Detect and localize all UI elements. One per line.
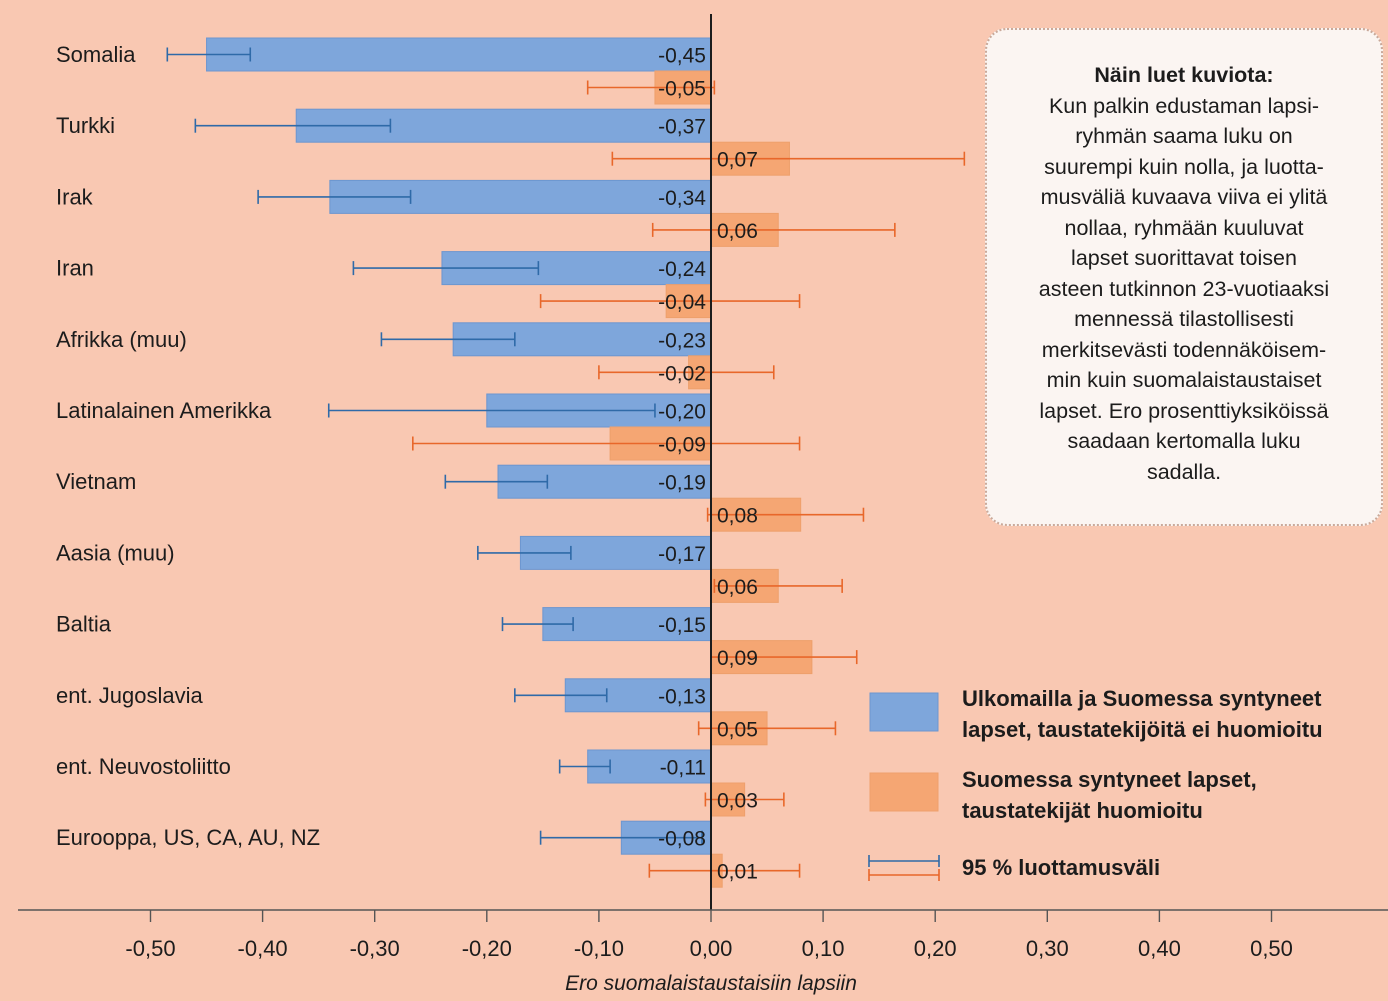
category-label: Irak bbox=[56, 184, 94, 209]
x-tick-label: 0,40 bbox=[1138, 936, 1181, 961]
bars-layer bbox=[206, 37, 813, 888]
x-tick-label: 0,30 bbox=[1026, 936, 1069, 961]
category-label: Turkki bbox=[56, 113, 115, 138]
reading-guide-line: saadaan kertomalla luku bbox=[1067, 429, 1301, 453]
category-label: Aasia (muu) bbox=[56, 540, 175, 565]
category-label: Somalia bbox=[56, 42, 136, 67]
data-label: 0,07 bbox=[717, 149, 758, 172]
data-label: -0,05 bbox=[658, 78, 706, 101]
reading-guide-line: suurempi kuin nolla, ja luotta- bbox=[1044, 154, 1324, 179]
x-tick-label: -0,50 bbox=[125, 936, 175, 961]
data-label: -0,20 bbox=[658, 401, 706, 424]
x-tick-label: 0,20 bbox=[914, 936, 957, 961]
data-label: -0,45 bbox=[658, 45, 706, 68]
reading-guide-line: sadalla. bbox=[1146, 459, 1222, 484]
x-tick-label: -0,40 bbox=[238, 936, 288, 961]
category-label: ent. Neuvostoliitto bbox=[56, 754, 231, 779]
reading-guide-line: ryhmän saama luku on bbox=[1075, 124, 1293, 148]
reading-guide-title: Näin luet kuviota: bbox=[1094, 63, 1274, 87]
data-label: 0,03 bbox=[717, 790, 758, 813]
x-axis: -0,50 -0,40 -0,30 -0,20 -0,10 0,00 0,10 0,20 0,3… bbox=[18, 909, 1388, 995]
data-label: -0,19 bbox=[658, 472, 706, 495]
data-label: -0,02 bbox=[658, 362, 706, 385]
x-tick-label: 0,10 bbox=[802, 936, 845, 961]
legend-label-blue-line1: Ulkomailla ja Suomessa syntyneet bbox=[962, 686, 1322, 711]
data-label: -0,15 bbox=[658, 614, 706, 637]
data-label: -0,04 bbox=[658, 291, 706, 314]
data-label: 0,08 bbox=[717, 505, 758, 528]
category-label: Eurooppa, US, CA, AU, NZ bbox=[56, 825, 320, 850]
reading-guide-line: merkitsevästi todennäköisem- bbox=[1041, 337, 1327, 362]
legend-label-orange-line2: taustatekijät huomioitu bbox=[962, 798, 1203, 823]
reading-guide-line: lapset suorittavat toisen bbox=[1071, 246, 1297, 270]
category-label: Iran bbox=[56, 256, 94, 281]
reading-guide-line: asteen tutkinnon 23-vuotiaaksi bbox=[1038, 276, 1330, 301]
data-label: -0,23 bbox=[658, 329, 706, 352]
x-tick-label: -0,30 bbox=[350, 936, 400, 961]
data-label: 0,09 bbox=[717, 647, 758, 670]
data-label: -0,08 bbox=[658, 828, 706, 851]
data-label: 0,06 bbox=[717, 220, 758, 243]
x-tick-label: 0,50 bbox=[1250, 936, 1293, 961]
category-label: Latinalainen Amerikka bbox=[56, 398, 272, 423]
x-tick-label: -0,20 bbox=[462, 936, 512, 961]
data-label: -0,11 bbox=[660, 757, 706, 780]
legend-label-ci: 95 % luottamusväli bbox=[962, 855, 1161, 880]
legend-label-blue: Ulkomailla ja Suomessa syntyneet lapset,… bbox=[962, 683, 1323, 745]
reading-guide-line: mennessä tilastollisesti bbox=[1074, 307, 1294, 331]
data-label: -0,13 bbox=[658, 685, 706, 708]
legend-label-orange: Suomessa syntyneet lapset, taustatekijät… bbox=[962, 764, 1257, 826]
value-labels-layer: -0,45 -0,05 -0,37 0,07 -0,34 0,06 -0,24 -0,04 -0… bbox=[658, 45, 758, 884]
data-label: 0,06 bbox=[717, 576, 758, 599]
data-label: -0,24 bbox=[658, 258, 706, 281]
x-axis-label: Ero suomalaistaustaisiin lapsiin bbox=[565, 972, 857, 995]
reading-guide-box: Näin luet kuviota: Kun palkin edustaman … bbox=[985, 28, 1383, 526]
data-label: -0,09 bbox=[658, 434, 706, 457]
legend-label-orange-line1: Suomessa syntyneet lapset, bbox=[962, 767, 1257, 792]
error-bars-layer bbox=[166, 47, 966, 878]
category-label: Afrikka (muu) bbox=[56, 327, 187, 352]
category-label: Vietnam bbox=[56, 469, 136, 494]
data-label: 0,01 bbox=[717, 861, 758, 884]
category-label: Baltia bbox=[56, 612, 112, 637]
reading-guide-line: musväliä kuvaava viiva ei ylitä bbox=[1040, 185, 1328, 209]
reading-guide-line: Kun palkin edustaman lapsi- bbox=[1048, 93, 1320, 118]
reading-guide-text: Kun palkin edustaman lapsi-ryhmän saama … bbox=[1001, 91, 1367, 488]
reading-guide-line: lapset. Ero prosenttiyksiköissä bbox=[1039, 398, 1329, 423]
legend-label-blue-line2: lapset, taustatekijöitä ei huomioitu bbox=[962, 717, 1323, 742]
legend-swatch-orange bbox=[869, 772, 939, 812]
bar-unadjusted bbox=[206, 37, 712, 72]
x-tick-label: 0,00 bbox=[690, 936, 733, 961]
legend-swatch-blue bbox=[869, 692, 939, 732]
data-label: -0,34 bbox=[658, 187, 706, 210]
data-label: -0,17 bbox=[658, 543, 706, 566]
data-label: -0,37 bbox=[658, 116, 706, 139]
legend-swatches bbox=[868, 692, 940, 881]
reading-guide-line: min kuin suomalaistaustaiset bbox=[1046, 368, 1322, 392]
x-tick-label: -0,10 bbox=[574, 936, 624, 961]
category-label: ent. Jugoslavia bbox=[56, 683, 204, 708]
reading-guide-line: nollaa, ryhmään kuuluvat bbox=[1064, 215, 1304, 240]
category-labels-layer: Somalia Turkki Irak Iran Afrikka (muu) Latina… bbox=[56, 42, 320, 850]
data-label: 0,05 bbox=[717, 718, 758, 741]
